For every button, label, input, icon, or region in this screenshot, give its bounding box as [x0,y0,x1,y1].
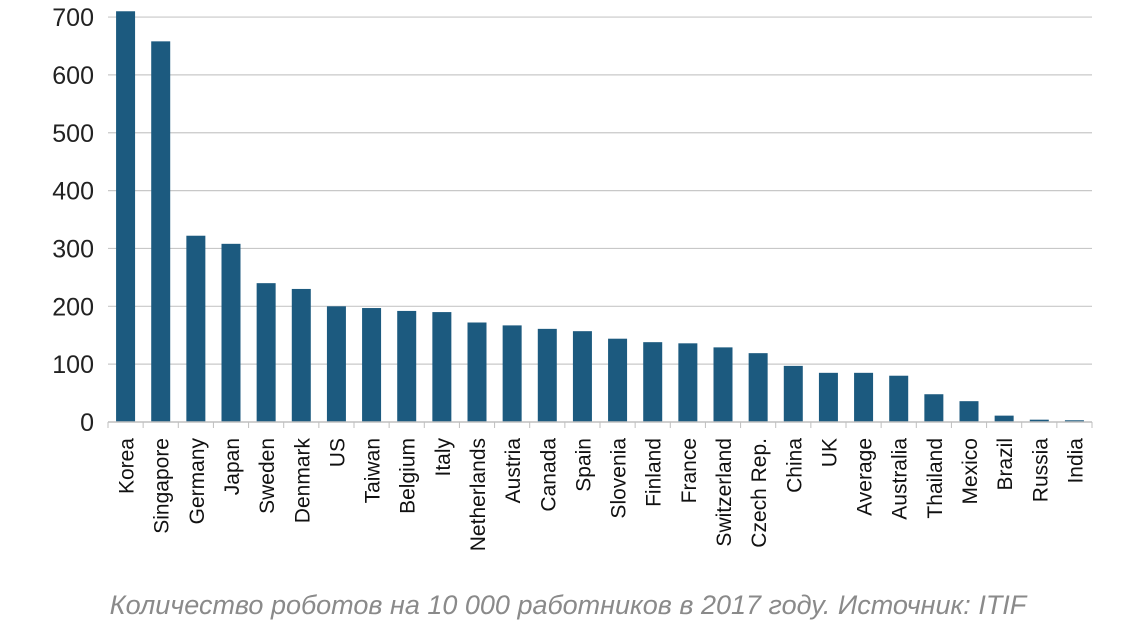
bar [186,235,206,422]
bar [783,365,803,422]
y-tick-label: 0 [80,409,94,437]
bar [1064,420,1084,422]
x-tick-label: Average [854,438,877,516]
bar [116,11,136,422]
x-tick-label: Brazil [994,438,1017,491]
x-tick-label: Switzerland [713,438,736,547]
bar [994,415,1014,422]
bar-chart: 0 100 200 300 400 500 600 700 Korea Singapore Ger… [52,4,1093,551]
bar [502,325,522,422]
bar [959,401,979,422]
bar [748,353,768,422]
bar [924,394,944,422]
x-tick-label: Korea [116,438,139,494]
bar [256,283,276,422]
x-tick-label: Mexico [959,438,982,505]
bar [221,243,241,422]
x-tick-label: France [678,438,701,503]
bar [678,343,698,422]
bar [1029,419,1049,422]
y-tick-label: 500 [52,120,94,148]
bar [291,288,311,422]
x-tick-label: Japan [221,438,244,495]
bar [608,338,628,422]
y-axis-ticks: 0 100 200 300 400 500 600 700 [52,4,94,437]
x-tick-label: Austria [502,438,525,504]
bar [537,328,557,422]
bar [326,306,346,422]
x-tick-label: Spain [572,438,595,492]
bar [151,41,171,423]
x-axis-ticks: Korea Singapore Germany Japan Sweden Denmark U… [107,422,1093,551]
x-tick-label: Czech Rep. [748,438,771,548]
x-tick-label: Australia [889,438,912,520]
x-tick-label: Belgium [397,438,420,514]
bar [362,308,382,422]
bar [889,375,909,422]
x-tick-label: Russia [1029,438,1052,503]
bar [643,342,663,422]
x-tick-label: Finland [643,438,666,507]
x-tick-label: Slovenia [608,438,631,519]
bar [432,312,452,422]
grid-lines [108,16,1092,365]
bar [854,372,874,422]
x-tick-label: Taiwan [362,438,385,503]
chart-caption: Количество роботов на 10 000 работников … [109,590,1027,620]
y-tick-label: 700 [52,4,94,32]
x-tick-label: Singapore [151,438,174,534]
x-tick-label: Netherlands [467,438,490,551]
x-tick-label: Italy [432,438,455,477]
bars [116,11,1084,423]
bar [713,347,733,422]
bar [572,331,592,422]
x-tick-label: Canada [537,438,560,512]
x-tick-label: US [326,438,349,467]
x-tick-label: UK [818,438,841,467]
y-tick-label: 600 [52,62,94,90]
x-tick-label: Thailand [924,438,947,519]
y-tick-label: 200 [52,293,94,321]
y-tick-label: 400 [52,178,94,206]
x-tick-label: Denmark [291,438,314,524]
bar [467,322,487,422]
x-tick-label: China [783,438,806,493]
y-tick-label: 300 [52,235,94,263]
x-tick-label: India [1064,438,1087,484]
y-tick-label: 100 [52,351,94,379]
bar [818,372,838,422]
x-tick-label: Sweden [256,438,279,514]
bar [397,310,417,422]
x-tick-label: Germany [186,438,209,525]
